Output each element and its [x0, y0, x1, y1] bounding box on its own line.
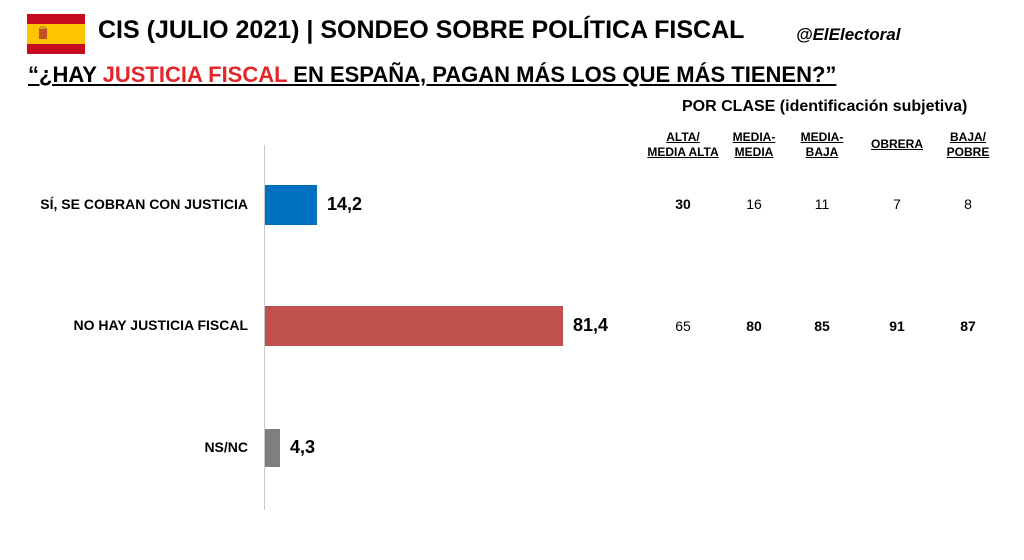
- class-column-header: MEDIA- BAJA: [800, 130, 844, 159]
- category-label: NO HAY JUSTICIA FISCAL: [73, 317, 248, 333]
- bar: [265, 429, 280, 467]
- author-handle: @ElElectoral: [796, 25, 901, 44]
- flag-crown: [40, 26, 46, 29]
- class-table-cell: 8: [964, 196, 972, 212]
- class-table-title: POR CLASE (identificación subjetiva): [682, 98, 968, 115]
- flag-coat-of-arms: [39, 28, 47, 39]
- bar: [265, 306, 563, 346]
- page-title: CIS (JULIO 2021) | SONDEO SOBRE POLÍTICA…: [98, 16, 745, 44]
- spain-flag-icon: [27, 14, 85, 54]
- question-text-post: EN ESPAÑA, PAGAN MÁS LOS QUE MÁS TIENEN?…: [293, 62, 837, 87]
- class-table-cell: 65: [675, 318, 691, 334]
- class-table-cell: 11: [814, 196, 830, 212]
- class-table-cell: 16: [746, 196, 762, 212]
- question-subtitle: “¿HAY JUSTICIA FISCAL EN ESPAÑA, PAGAN M…: [28, 62, 836, 88]
- bar-value-label: 81,4: [573, 315, 609, 335]
- class-column-header: ALTA/MEDIA ALTA: [647, 130, 719, 159]
- flag-yellow-band: [27, 24, 85, 44]
- class-column-header: MEDIA- MEDIA: [732, 130, 776, 159]
- class-table-cell: 87: [960, 318, 976, 334]
- bar: [265, 185, 317, 225]
- class-column-header: BAJA/POBRE: [946, 130, 990, 159]
- chart-axis-line: [264, 145, 265, 510]
- category-label: SÍ, SE COBRAN CON JUSTICIA: [40, 196, 248, 212]
- class-table-cell: 91: [889, 318, 905, 334]
- class-table-cell: 85: [814, 318, 830, 334]
- bar-value-label: 4,3: [290, 437, 316, 457]
- question-text-highlight: JUSTICIA FISCAL: [102, 62, 294, 87]
- class-table-cell: 7: [893, 196, 901, 212]
- class-column-header: OBRERA: [870, 137, 923, 151]
- bar-value-label: 14,2: [327, 194, 363, 214]
- question-text-pre: “¿HAY: [28, 62, 103, 87]
- class-table-cell: 80: [746, 318, 762, 334]
- class-table-cell: 30: [675, 196, 691, 212]
- category-label: NS/NC: [204, 439, 248, 455]
